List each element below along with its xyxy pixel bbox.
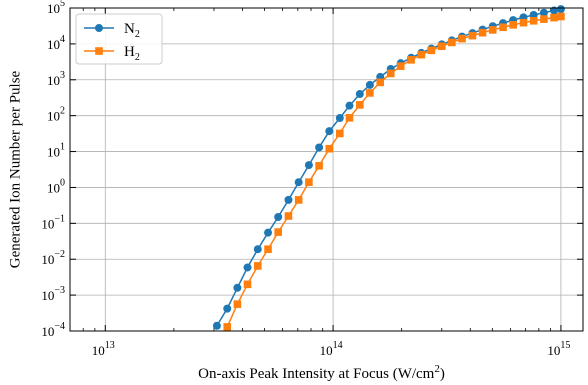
data-point xyxy=(335,129,344,138)
data-point xyxy=(284,212,293,220)
data-point xyxy=(407,56,415,64)
data-point xyxy=(529,16,538,25)
y-tick-label: 100 xyxy=(47,177,65,195)
data-point xyxy=(376,78,385,87)
data-point xyxy=(284,195,293,204)
minor-ticks xyxy=(82,8,551,331)
x-axis-title: On-axis Peak Intensity at Focus (W/cm2) xyxy=(198,363,445,382)
legend-marker xyxy=(95,47,103,55)
data-point xyxy=(233,283,242,292)
data-point xyxy=(529,10,538,19)
y-axis-title: Generated Ion Number per Pulse xyxy=(7,70,23,268)
data-point xyxy=(315,143,324,152)
legend-item: H2 xyxy=(84,44,140,63)
data-point xyxy=(417,50,426,59)
data-point xyxy=(556,5,565,14)
data-point xyxy=(305,178,313,187)
data-point xyxy=(243,263,252,272)
data-point xyxy=(355,90,364,99)
data-point xyxy=(519,18,528,27)
data-point xyxy=(540,15,548,23)
data-point xyxy=(386,69,395,78)
data-point xyxy=(335,114,344,123)
data-point xyxy=(448,38,456,47)
data-point xyxy=(253,262,262,270)
y-tick-label: 105 xyxy=(47,0,65,16)
data-point xyxy=(539,8,548,17)
data-point xyxy=(478,28,487,37)
data-point xyxy=(345,101,354,110)
legend-label: N2 xyxy=(124,21,140,40)
series-h2 xyxy=(223,12,565,331)
data-point xyxy=(458,34,466,43)
y-tick-label: 10−4 xyxy=(41,321,65,339)
x-tick-label: 1015 xyxy=(547,340,570,358)
data-point xyxy=(345,114,354,122)
data-point xyxy=(294,178,303,187)
x-tick-label: 1014 xyxy=(320,340,343,358)
y-tick-label: 10−2 xyxy=(41,249,65,267)
data-point xyxy=(223,323,232,331)
data-point xyxy=(294,196,303,204)
data-point xyxy=(366,89,374,97)
data-point xyxy=(550,13,558,22)
data-point xyxy=(264,245,272,254)
data-point xyxy=(356,101,364,109)
data-point xyxy=(427,46,436,55)
data-point xyxy=(315,162,323,170)
data-series xyxy=(212,5,565,331)
data-point xyxy=(274,213,283,222)
data-point xyxy=(438,42,446,51)
legend-marker xyxy=(95,24,103,32)
legend-label: H2 xyxy=(124,44,140,63)
data-point xyxy=(468,31,477,40)
data-point xyxy=(233,300,242,308)
legend-box xyxy=(75,13,163,65)
y-tick-label: 101 xyxy=(47,142,65,160)
data-point xyxy=(274,228,282,236)
y-tick-label: 104 xyxy=(47,34,65,52)
data-point xyxy=(325,144,334,153)
y-tick-label: 10−1 xyxy=(41,213,65,231)
y-tick-label: 103 xyxy=(47,70,65,88)
data-point xyxy=(550,6,559,15)
series-line xyxy=(226,15,562,328)
data-point xyxy=(223,304,232,313)
legend-item: N2 xyxy=(84,21,140,40)
x-tick-label: 1013 xyxy=(92,340,115,358)
data-point xyxy=(325,127,334,136)
y-tick-label: 102 xyxy=(47,106,65,124)
data-point xyxy=(243,280,252,289)
data-point xyxy=(304,161,313,170)
grid-lines xyxy=(70,7,583,332)
data-point xyxy=(396,62,405,70)
data-point xyxy=(253,245,262,254)
data-point xyxy=(212,321,221,330)
data-point xyxy=(365,80,374,89)
data-point xyxy=(488,26,497,34)
plot-frame xyxy=(69,7,584,332)
y-tick-labels: 105 104 103 102 101 100 10−1 10−2 10−3 10−4 xyxy=(41,0,65,339)
data-point xyxy=(264,228,273,237)
data-point xyxy=(557,12,565,21)
x-tick-labels: 1013 1014 1015 xyxy=(92,340,571,358)
y-tick-label: 10−3 xyxy=(41,285,65,303)
data-point xyxy=(509,21,517,29)
data-point xyxy=(499,23,507,32)
